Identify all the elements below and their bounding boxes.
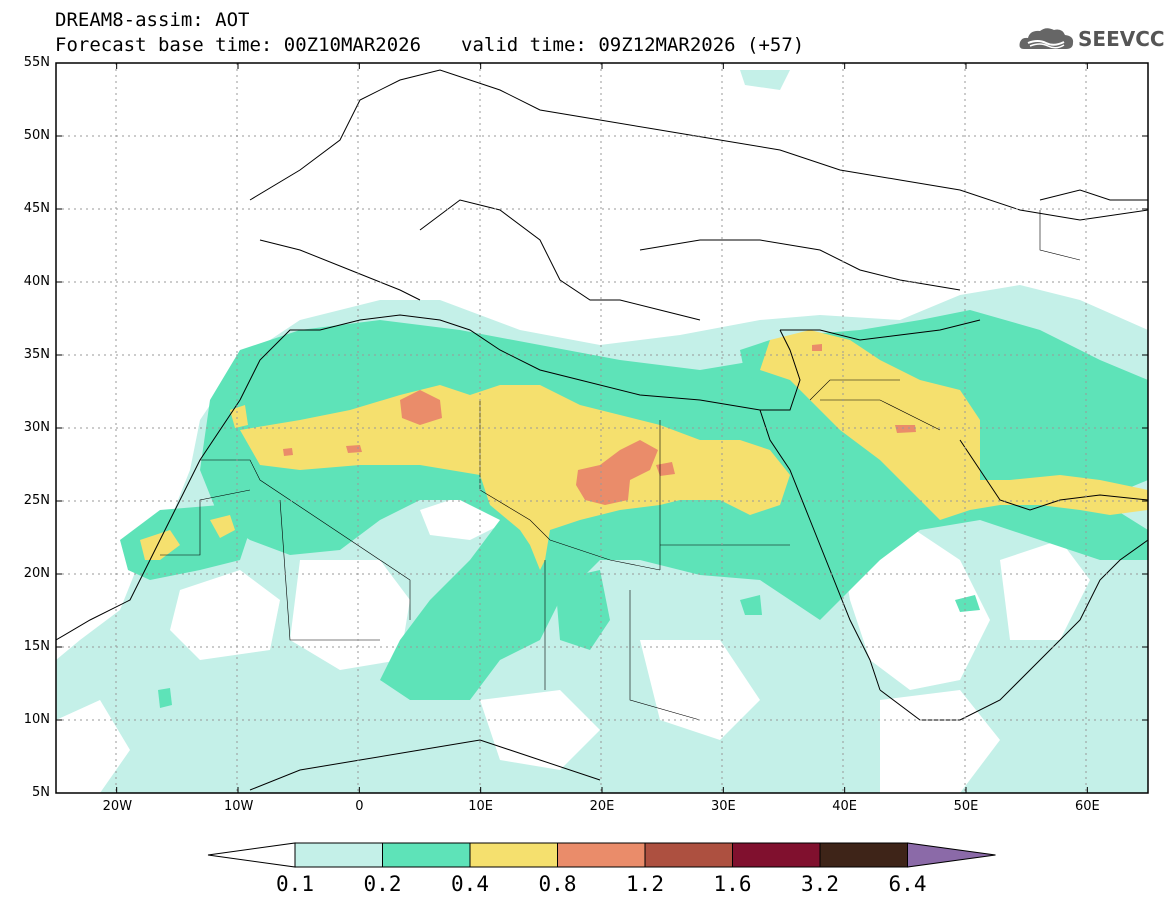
colorbar-level-label: 3.2 — [801, 872, 839, 896]
lat-label: 50N — [23, 128, 50, 143]
lat-label: 55N — [23, 55, 50, 70]
graticule — [56, 63, 1148, 793]
lat-label: 45N — [23, 201, 50, 216]
lon-label: 10W — [224, 799, 254, 814]
lat-label: 20N — [23, 566, 50, 581]
cloud-icon — [1019, 28, 1074, 49]
country-borders — [160, 210, 1081, 721]
seevccc-logo: SEEVCCC — [1018, 25, 1165, 53]
colorbar-level-label: 0.1 — [276, 872, 314, 896]
colorbar-level-label: 6.4 — [888, 872, 927, 896]
colorbar-level-label: 0.2 — [363, 872, 402, 896]
lon-label: 30E — [710, 799, 736, 814]
lon-label: 20W — [102, 799, 133, 814]
lat-label: 25N — [23, 493, 50, 508]
valid-time: valid time: 09Z12MAR2026 (+57) — [461, 34, 805, 56]
lon-label: 50E — [953, 799, 979, 814]
logo-text: SEEVCCC — [1078, 27, 1165, 51]
lat-label: 15N — [23, 639, 50, 654]
map-title: DREAM8-assim: AOT — [55, 9, 250, 31]
dust-field — [56, 70, 1148, 793]
lon-label: 40E — [832, 799, 858, 814]
axis-ticks — [56, 62, 1148, 794]
lat-label: 5N — [32, 785, 50, 800]
colorbar-level-label: 0.8 — [538, 872, 577, 896]
colorbar-level-label: 0.4 — [451, 872, 489, 896]
lat-label: 40N — [23, 274, 50, 289]
lat-label: 30N — [23, 420, 50, 435]
lon-label: 0 — [355, 799, 364, 814]
colorbar-level-label: 1.6 — [713, 872, 752, 896]
time-info: Forecast base time: 00Z10MAR2026 valid ti… — [55, 34, 804, 56]
base-time: Forecast base time: 00Z10MAR2026 — [55, 34, 422, 56]
coastlines — [56, 69, 1148, 791]
lon-label: 20E — [589, 799, 615, 814]
colorbar-level-label: 1.2 — [626, 872, 664, 896]
lat-label: 10N — [23, 712, 50, 727]
lon-label: 60E — [1074, 799, 1100, 814]
lon-label: 10E — [468, 799, 494, 814]
lat-label: 35N — [23, 347, 50, 362]
